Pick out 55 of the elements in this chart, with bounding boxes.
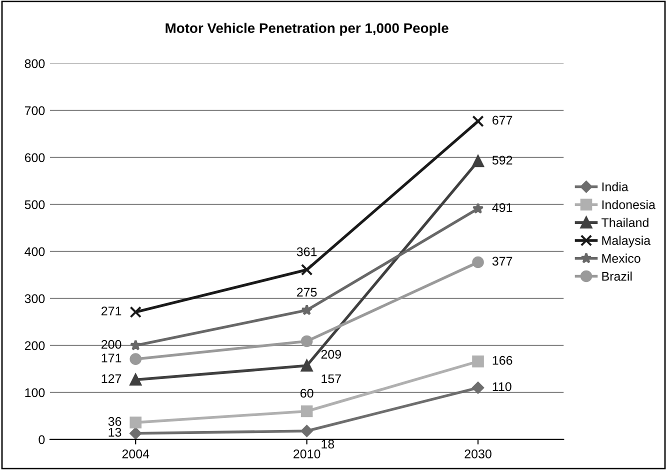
point [300, 264, 313, 276]
legend-label: India [602, 182, 628, 192]
chart-title: Motor Vehicle Penetration per 1,000 People [166, 22, 448, 36]
data-label: 592 [492, 156, 512, 165]
data-label: 209 [321, 350, 341, 359]
x-tick-label: 2010 [294, 450, 320, 458]
y-tick-label: 0 [38, 435, 45, 444]
point [472, 155, 484, 168]
point [472, 202, 484, 214]
y-tick-label: 100 [25, 388, 45, 398]
point [130, 306, 142, 318]
point [300, 335, 313, 348]
point [130, 427, 142, 440]
point [301, 304, 312, 316]
data-label: 271 [102, 306, 122, 316]
legend-label: Brazil [602, 272, 632, 281]
data-label: 200 [102, 340, 122, 349]
x-tick-label: 2004 [122, 450, 150, 458]
legend-label: Thailand [602, 218, 648, 228]
data-label: 157 [322, 374, 341, 384]
point [300, 360, 313, 372]
y-tick-label: 300 [24, 294, 45, 304]
data-label: 491 [492, 203, 512, 212]
y-tick-label: 200 [24, 341, 45, 350]
point [472, 382, 484, 394]
point [130, 374, 142, 386]
data-label: 166 [492, 356, 512, 365]
data-label: 677 [492, 116, 512, 125]
point [130, 340, 142, 350]
y-tick-label: 500 [24, 200, 45, 210]
point [130, 416, 142, 428]
point [130, 353, 142, 365]
data-label: 377 [492, 256, 512, 266]
point [472, 356, 484, 368]
data-label: 361 [296, 247, 317, 256]
legend-label: Malaysia [602, 236, 651, 248]
y-tick-label: 600 [24, 153, 45, 162]
data-label: 127 [102, 374, 122, 383]
point [472, 115, 484, 128]
legend-label: Indonesia [602, 200, 656, 210]
data-label: 13 [108, 428, 122, 437]
y-tick-label: 800 [24, 59, 45, 68]
point [472, 256, 484, 268]
legend-label: Mexico [602, 254, 640, 263]
point [300, 425, 313, 437]
point [300, 405, 313, 418]
data-label: 171 [102, 354, 122, 362]
data-label: 18 [322, 440, 334, 449]
data-label: 275 [297, 288, 317, 297]
data-label: 60 [300, 388, 314, 398]
y-tick-label: 700 [24, 106, 45, 116]
data-label: 36 [108, 417, 122, 426]
x-tick-label: 2030 [464, 450, 492, 458]
data-label: 110 [492, 382, 512, 392]
y-tick-label: 400 [24, 247, 45, 256]
